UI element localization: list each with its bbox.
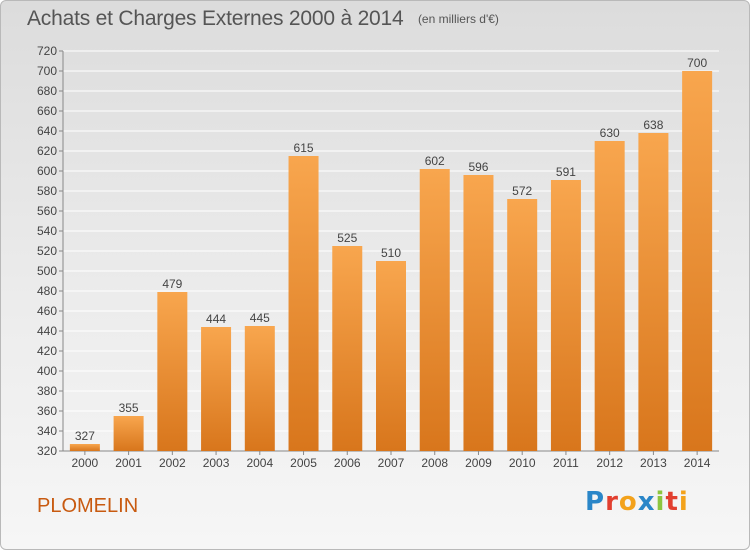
bar-layer [69,71,713,451]
data-label: 596 [468,160,488,174]
data-label: 700 [687,56,707,70]
y-tick-label: 680 [37,84,57,98]
x-tick-label: 2014 [684,456,711,470]
y-tick-label: 660 [37,104,57,118]
bar [69,444,100,451]
x-tick-label: 2002 [159,456,186,470]
y-tick-label: 520 [37,244,57,258]
bar [550,180,581,451]
y-tick-label: 580 [37,184,57,198]
y-tick-label: 500 [37,264,57,278]
commune-name: PLOMELIN [37,495,139,517]
x-tick-label: 2003 [203,456,230,470]
logo-letter: P [585,487,606,517]
chart-title: Achats et Charges Externes 2000 à 2014 [27,7,404,30]
data-label: 615 [294,141,314,155]
logo-letter: t [665,487,679,517]
x-tick-label: 2006 [334,456,361,470]
x-tick-label: 2012 [596,456,623,470]
y-tick-label: 720 [37,44,57,58]
data-label: 638 [643,118,663,132]
data-label: 444 [206,312,226,326]
x-tick-label: 2001 [115,456,142,470]
title-row: Achats et Charges Externes 2000 à 2014 (… [27,7,499,31]
data-label: 630 [600,126,620,140]
y-tick-label: 360 [37,404,57,418]
x-tick-label: 2004 [246,456,273,470]
data-label: 327 [75,429,95,443]
y-tick-label: 480 [37,284,57,298]
data-label: 591 [556,165,576,179]
bar [201,327,232,451]
axis-layer: 320 340 360 380 400 420 440 460 480 500 520 540 560 5… [37,44,719,470]
bar [157,292,188,451]
y-tick-label: 440 [37,324,57,338]
bar [507,199,538,451]
data-label: 510 [381,246,401,260]
data-label: 525 [337,231,357,245]
data-label: 355 [119,401,139,415]
y-tick-label: 600 [37,164,57,178]
chart-unit: (en milliers d'€) [417,12,499,26]
label-layer: 327 355 479 444 445 615 525 510 602 596 572 591 630 6… [75,56,708,443]
data-label: 479 [162,277,182,291]
bar [463,175,494,451]
y-tick-label: 320 [37,444,57,458]
x-tick-label: 2008 [421,456,448,470]
y-tick-label: 420 [37,344,57,358]
x-tick-label: 2009 [465,456,492,470]
x-tick-label: 2007 [378,456,405,470]
bar [376,261,406,451]
y-tick-label: 400 [37,364,57,378]
y-tick-label: 620 [37,144,57,158]
data-label: 602 [425,154,445,168]
y-tick-label: 340 [37,424,57,438]
logo-letter: i [678,487,689,517]
x-tick-label: 2005 [290,456,317,470]
logo-letter: o [618,487,638,517]
y-tick-label: 380 [37,384,57,398]
data-label: 572 [512,184,532,198]
proxiti-logo: Proxiti [585,487,689,517]
bar [244,326,275,451]
bar [113,416,144,451]
bar [332,246,363,451]
x-tick-label: 2000 [72,456,99,470]
bar [594,141,625,451]
bar [288,156,319,451]
x-tick-label: 2010 [509,456,536,470]
y-tick-label: 640 [37,124,57,138]
y-tick-label: 700 [37,64,57,78]
bar [638,133,669,451]
logo-letter: x [637,487,656,517]
data-label: 445 [250,311,270,325]
y-tick-label: 540 [37,224,57,238]
x-tick-label: 2013 [640,456,667,470]
y-tick-label: 460 [37,304,57,318]
y-tick-label: 560 [37,204,57,218]
x-tick-label: 2011 [553,456,579,470]
logo-letter: i [655,487,666,517]
logo-letter: r [605,487,619,517]
bar [419,169,450,451]
bar [682,71,713,451]
